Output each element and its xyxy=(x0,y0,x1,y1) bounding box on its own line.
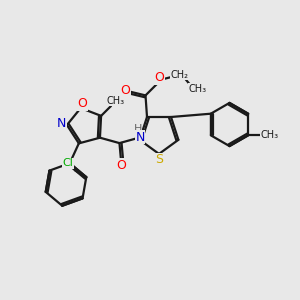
Text: CH₃: CH₃ xyxy=(261,130,279,140)
Text: Cl: Cl xyxy=(63,158,74,168)
Text: O: O xyxy=(77,97,87,110)
Text: O: O xyxy=(116,158,126,172)
Text: N: N xyxy=(136,130,145,144)
Text: CH₃: CH₃ xyxy=(106,96,124,106)
Text: O: O xyxy=(154,71,164,84)
Text: CH₂: CH₂ xyxy=(171,70,189,80)
Text: O: O xyxy=(121,84,130,97)
Text: CH₃: CH₃ xyxy=(188,84,206,94)
Text: H: H xyxy=(134,124,142,134)
Text: S: S xyxy=(155,153,163,167)
Text: N: N xyxy=(57,117,66,130)
